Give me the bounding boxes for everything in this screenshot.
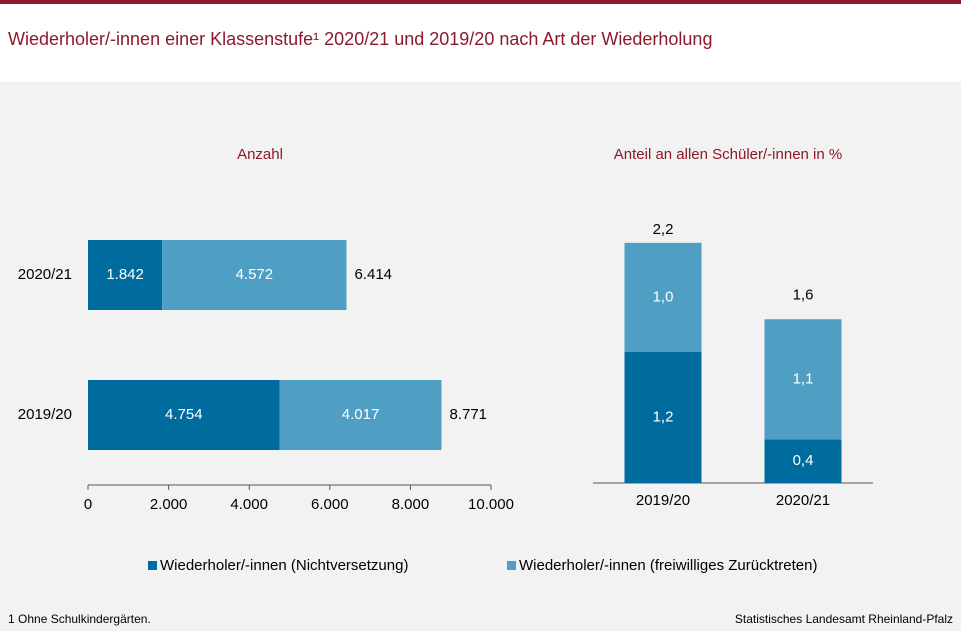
source: Statistisches Landesamt Rheinland-Pfalz xyxy=(735,612,953,626)
bar xyxy=(624,352,702,483)
data-label: 4.017 xyxy=(342,406,380,423)
bar xyxy=(764,439,842,483)
y-tick-label: 2020/21 xyxy=(18,266,72,283)
total-label: 8.771 xyxy=(449,406,487,423)
subtitle: Anteil an allen Schüler/-innen in % xyxy=(614,146,842,163)
y-tick-label: 2019/20 xyxy=(18,406,72,423)
bar xyxy=(88,380,280,450)
bar xyxy=(279,380,442,450)
title: Wiederholer/-innen einer Klassenstufe¹ 2… xyxy=(8,29,712,49)
data-label: 1,1 xyxy=(793,370,814,387)
legend-swatch xyxy=(148,561,157,570)
x-tick-label: 2020/21 xyxy=(776,492,830,509)
data-label: 4.754 xyxy=(165,406,203,423)
data-label: 1,0 xyxy=(653,288,674,305)
data-label: 1.842 xyxy=(106,266,144,283)
bar xyxy=(624,242,702,352)
data-label: 1,2 xyxy=(653,408,674,425)
bar xyxy=(88,240,163,310)
x-tick-label: 2019/20 xyxy=(636,492,690,509)
x-tick-label: 10.000 xyxy=(468,496,514,513)
legend-swatch xyxy=(507,561,516,570)
subtitle: Anzahl xyxy=(237,146,283,163)
total-label: 6.414 xyxy=(354,266,392,283)
data-label: 4.572 xyxy=(236,266,274,283)
legend-label: Wiederholer/-innen (freiwilliges Zurückt… xyxy=(519,557,817,574)
total-label: 1,6 xyxy=(793,286,814,303)
x-tick-label: 4.000 xyxy=(230,496,268,513)
x-tick-label: 6.000 xyxy=(311,496,349,513)
x-tick-label: 0 xyxy=(84,496,92,513)
total-label: 2,2 xyxy=(653,221,674,238)
x-tick-label: 2.000 xyxy=(150,496,188,513)
legend-label: Wiederholer/-innen (Nichtversetzung) xyxy=(160,557,408,574)
top-bar xyxy=(0,0,961,4)
bar xyxy=(764,319,842,440)
bar xyxy=(162,240,347,310)
footnote: 1 Ohne Schulkindergärten. xyxy=(8,612,151,626)
data-label: 0,4 xyxy=(793,452,814,469)
x-tick-label: 8.000 xyxy=(392,496,430,513)
